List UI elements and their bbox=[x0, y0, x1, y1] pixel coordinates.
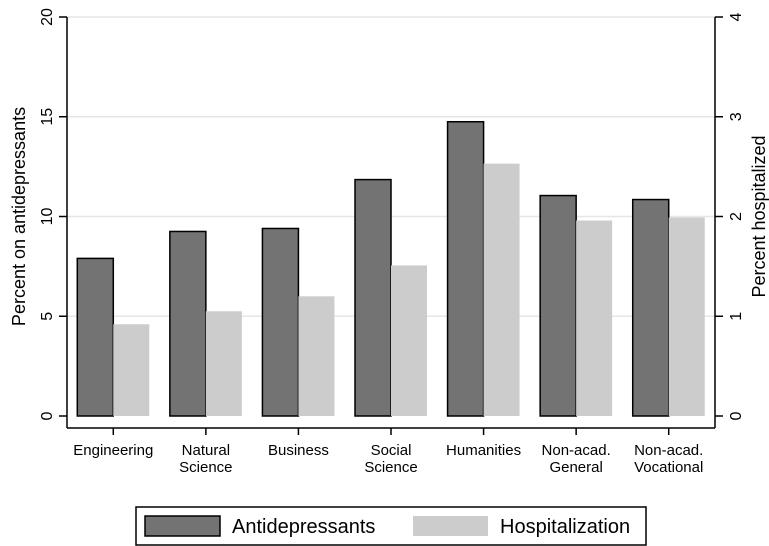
right-tick-label-4: 4 bbox=[728, 12, 745, 21]
bar-antidepressants-5 bbox=[539, 194, 577, 417]
category-label-5-1: General bbox=[549, 459, 602, 476]
category-label-2-0: Business bbox=[268, 442, 329, 459]
right-tick-label-3: 3 bbox=[728, 112, 745, 121]
left-tick-label-4: 20 bbox=[39, 8, 56, 26]
bar-hospitalization-4 bbox=[483, 163, 520, 416]
right-tick-label-0: 0 bbox=[728, 411, 745, 420]
category-label-1-1: Science bbox=[179, 459, 232, 476]
left-tick-label-0: 0 bbox=[39, 411, 56, 420]
y-axis-title-right: Percent hospitalized bbox=[749, 135, 769, 297]
legend-label-antidepressants: Antidepressants bbox=[232, 516, 375, 538]
bars bbox=[76, 120, 705, 417]
bar-hospitalization-1 bbox=[205, 311, 242, 416]
bar-hospitalization-2 bbox=[298, 296, 335, 416]
legend-swatch-antidepressants bbox=[144, 515, 221, 537]
category-label-4-0: Humanities bbox=[446, 442, 521, 459]
bar-hospitalization-6 bbox=[668, 217, 705, 416]
category-label-1-0: Natural bbox=[182, 442, 230, 459]
bar-antidepressants-4 bbox=[446, 120, 485, 417]
ticks: 0 5 10 15 20 0 1 2 3 4 bbox=[39, 8, 745, 420]
bar-antidepressants-1 bbox=[169, 230, 207, 417]
legend-box bbox=[135, 506, 647, 546]
left-tick-label-3: 15 bbox=[39, 108, 56, 126]
legend-swatch-hospitalization bbox=[413, 516, 488, 536]
bar-hospitalization-5 bbox=[576, 220, 613, 416]
legend: Antidepressants Hospitalization bbox=[135, 506, 647, 546]
category-label-0-0: Engineering bbox=[73, 442, 153, 459]
bar-antidepressants-3 bbox=[354, 178, 392, 417]
bar-hospitalization-0 bbox=[113, 324, 150, 416]
category-label-3-1: Science bbox=[364, 459, 417, 476]
legend-label-hospitalization: Hospitalization bbox=[500, 516, 630, 538]
bar-antidepressants-6 bbox=[631, 198, 670, 417]
right-tick-label-2: 2 bbox=[728, 212, 745, 221]
category-label-6-0: Non-acad. bbox=[634, 442, 703, 459]
category-label-3-0: Social bbox=[371, 442, 412, 459]
bar-hospitalization-3 bbox=[391, 265, 427, 416]
category-label-5-0: Non-acad. bbox=[542, 442, 611, 459]
y-axis-title-left: Percent on antidepressants bbox=[9, 107, 29, 326]
left-tick-label-2: 10 bbox=[39, 208, 56, 226]
bar-antidepressants-0 bbox=[76, 257, 115, 417]
left-tick-label-1: 5 bbox=[39, 312, 56, 321]
category-label-6-1: Vocational bbox=[634, 459, 703, 476]
right-tick-label-1: 1 bbox=[728, 312, 745, 321]
bar-antidepressants-2 bbox=[261, 227, 300, 417]
